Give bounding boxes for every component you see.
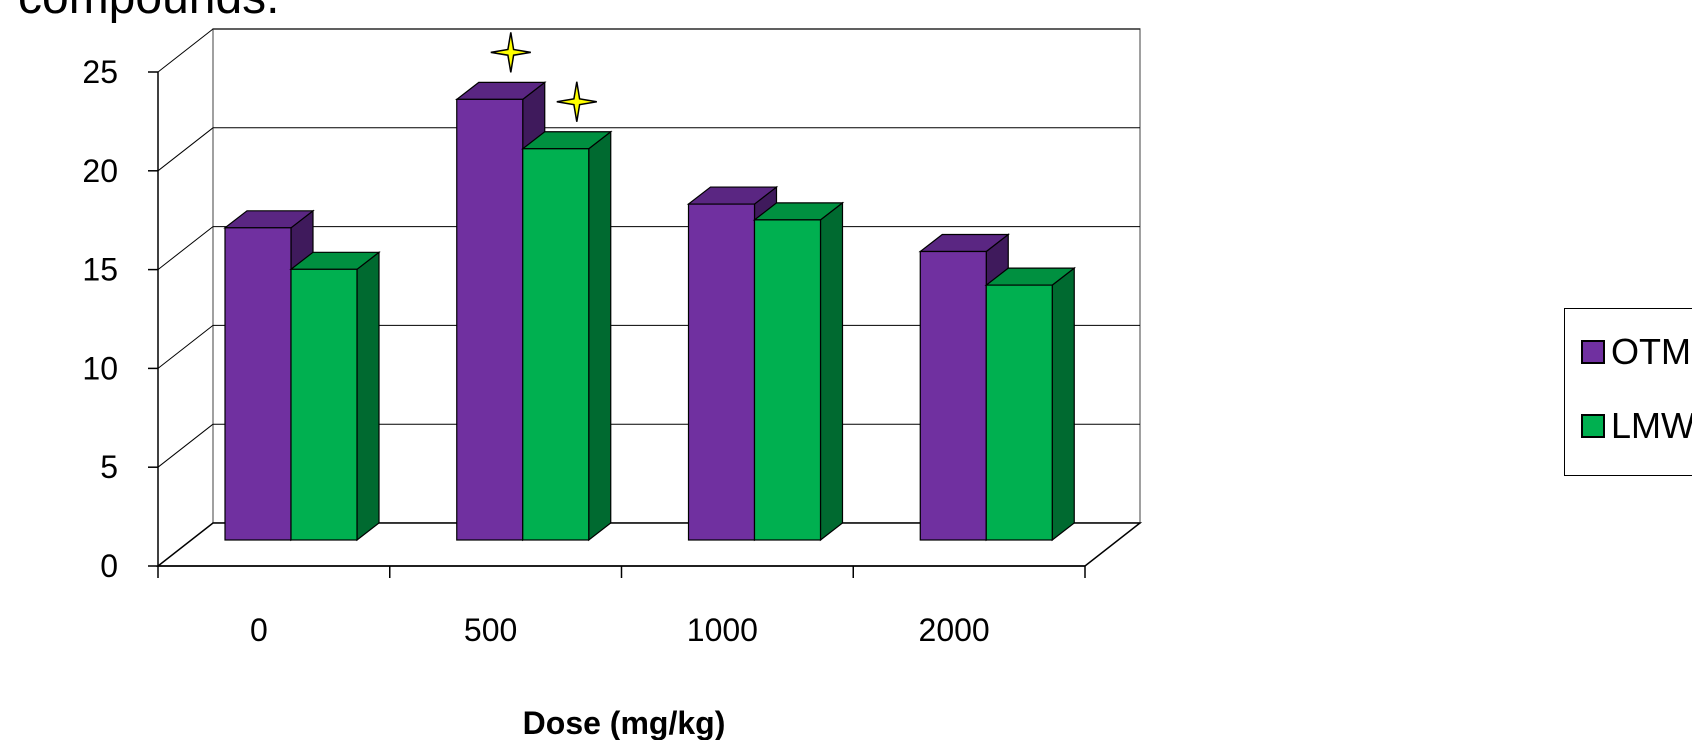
star-marker-icon: [556, 81, 597, 122]
star-marker-icon: [490, 32, 531, 73]
y-tick-label: 25: [82, 54, 118, 90]
legend-label-series-1: OTM X3: [1611, 331, 1692, 372]
bar: [687, 203, 756, 541]
y-tick-labels: 0 5 10 15 20 25: [82, 54, 118, 584]
gridline-depth: [157, 127, 214, 172]
y-tick-label: 0: [100, 548, 118, 584]
x-tick-label: 500: [464, 612, 517, 648]
gridline-depth: [157, 28, 214, 73]
x-tick-label: 2000: [919, 612, 990, 648]
x-tick-label: 1000: [687, 612, 758, 648]
significance-markers: [490, 32, 597, 122]
x-axis-title: Dose (mg/kg): [523, 705, 726, 740]
y-tick-label: 10: [82, 350, 118, 386]
legend-swatch-series-2: [1581, 414, 1605, 438]
gridline-depth: [157, 226, 214, 270]
bar: [985, 284, 1053, 541]
gridline-depth: [157, 325, 214, 369]
bar: [919, 250, 987, 541]
y-tick-label: 15: [82, 252, 118, 288]
y-tick-label: 20: [82, 153, 118, 189]
bar: [456, 98, 524, 541]
legend-label-series-2: LMW: [1611, 405, 1692, 446]
x-tick-labels: 0 500 1000 2000: [250, 612, 990, 648]
chart-legend: OTM X3 LMW: [1564, 308, 1692, 476]
chart-axes: [148, 71, 1086, 578]
bar-side: [1051, 266, 1075, 542]
bar: [290, 268, 358, 541]
page-title: compounds.: [18, 0, 280, 25]
bar: [224, 227, 292, 541]
gridline-depth: [157, 423, 214, 468]
bar: [753, 219, 822, 541]
bar: [522, 148, 590, 541]
bar-side: [819, 201, 844, 542]
bar-side: [588, 130, 612, 542]
x-tick-label: 0: [250, 612, 268, 648]
y-tick-label: 5: [100, 449, 118, 485]
legend-item-series-1: OTM X3: [1581, 331, 1692, 373]
bar-side: [356, 251, 380, 542]
legend-item-series-2: LMW: [1581, 405, 1692, 447]
legend-swatch-series-1: [1581, 340, 1605, 364]
chart-bars: [223, 81, 1077, 542]
